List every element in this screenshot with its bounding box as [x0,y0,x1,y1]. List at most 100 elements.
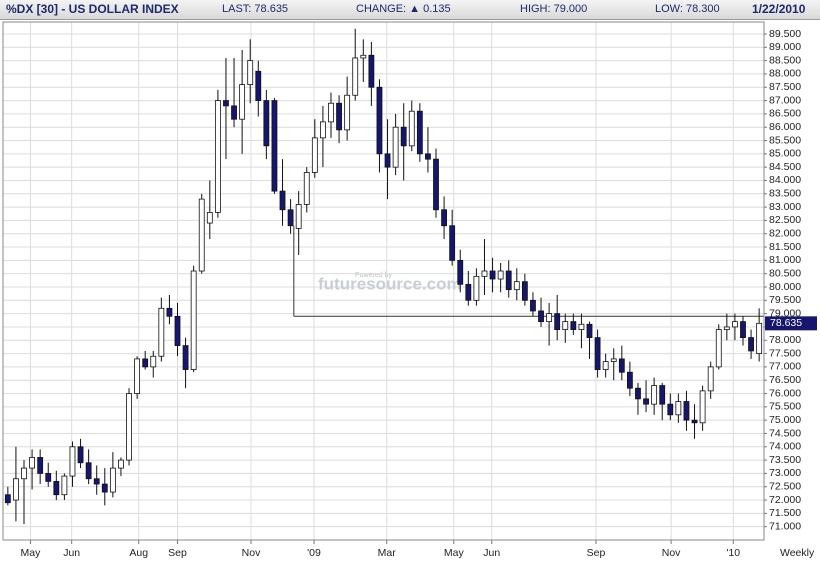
y-tick-label: 87.500 [769,81,801,93]
candle-body [93,478,100,485]
header-high: HIGH: 79.000 [520,3,588,15]
candle-body [368,54,375,88]
candle-body [602,361,609,370]
last-price-box [765,316,817,331]
candle-body [182,345,189,370]
candle-body [740,321,746,338]
header-title: %DX [30] - US DOLLAR INDEX [6,2,179,16]
header-bar: %DX [30] - US DOLLAR INDEX LAST: 78.635 … [0,0,820,20]
candle-body [85,462,92,480]
x-tick-label: Sep [168,547,187,559]
x-tick-label: '10 [726,547,740,559]
candle-body [320,121,326,139]
candle-body [530,299,536,312]
candle-body [352,57,359,96]
candle-body [271,100,278,192]
candle-body [732,321,738,328]
candle-body [675,401,682,416]
candle-body [594,337,601,370]
plot-frame [2,21,765,541]
candle-body [562,321,569,331]
candle-body [384,153,391,168]
candle-body [109,467,116,493]
candle-body [626,371,633,389]
candle-body [586,323,593,338]
candle-body [723,326,730,331]
y-tick-label: 71.000 [769,520,801,532]
period-label: Weekly [780,547,815,559]
candle-body [497,270,504,280]
candle-body [554,313,561,331]
candle-body [29,457,35,469]
y-tick-label: 89.500 [769,28,801,40]
candle-body [465,283,472,301]
y-tick-label: 76.000 [769,387,801,399]
candle-body [441,209,447,227]
candle-body [295,204,302,229]
candle-body [659,385,666,405]
candle-body [643,398,649,405]
y-tick-label: 81.000 [769,254,801,266]
candle-body [45,473,52,482]
y-tick-label: 72.500 [769,481,801,493]
y-tick-label: 83.000 [769,201,801,213]
y-tick-label: 89.000 [769,41,801,53]
candle-body [21,467,27,480]
candle-body [707,366,714,392]
candle-body [255,70,262,101]
candle-body [126,393,132,461]
candle-body [174,315,181,346]
header-last: LAST: 78.635 [222,3,289,15]
x-tick-label: Nov [242,547,261,559]
y-tick-label: 72.000 [769,494,801,506]
y-tick-label: 77.500 [769,347,801,359]
candle-body [118,459,124,469]
y-tick-label: 85.000 [769,148,801,160]
candle-body [206,212,213,224]
x-tick-label: Nov [662,547,681,559]
candle-body [101,483,108,493]
candle-body [336,102,342,131]
candle-body [231,105,237,120]
y-tick-label: 86.500 [769,108,801,120]
watermark: futuresource.com [318,274,462,293]
candle-body [69,446,76,477]
header-low: LOW: 78.300 [655,3,720,15]
candle-body [392,126,399,168]
candle-body [13,478,19,501]
y-tick-label: 73.000 [769,467,801,479]
y-tick-label: 74.000 [769,441,801,453]
candle-body [756,322,763,354]
candle-body [344,94,351,131]
candle-body [311,137,318,173]
candle-body [715,329,722,368]
candle-body [239,84,246,120]
candle-body [77,446,84,464]
y-tick-label: 79.500 [769,294,801,306]
y-tick-label: 73.500 [769,454,801,466]
candle-body [247,60,254,85]
y-tick-label: 81.500 [769,241,801,253]
candle-body [433,158,439,211]
x-tick-label: May [444,547,465,559]
y-tick-label: 86.000 [769,121,801,133]
y-tick-label: 87.000 [769,94,801,106]
candle-body [683,401,690,421]
candle-body [521,281,528,301]
candle-body [505,270,512,291]
y-tick-label: 82.500 [769,214,801,226]
candle-body [425,153,431,160]
header-change: CHANGE: ▲ 0.135 [356,3,451,15]
candle-body [449,225,456,261]
candle-body [263,100,270,147]
candle-body [513,281,520,291]
x-tick-label: Jun [63,547,80,559]
candle-body [408,110,415,147]
candle-body [610,358,617,362]
x-tick-label: Sep [587,547,606,559]
y-tick-label: 80.500 [769,267,801,279]
candle-body [214,100,221,213]
y-tick-label: 80.000 [769,281,801,293]
candle-body [481,270,488,277]
